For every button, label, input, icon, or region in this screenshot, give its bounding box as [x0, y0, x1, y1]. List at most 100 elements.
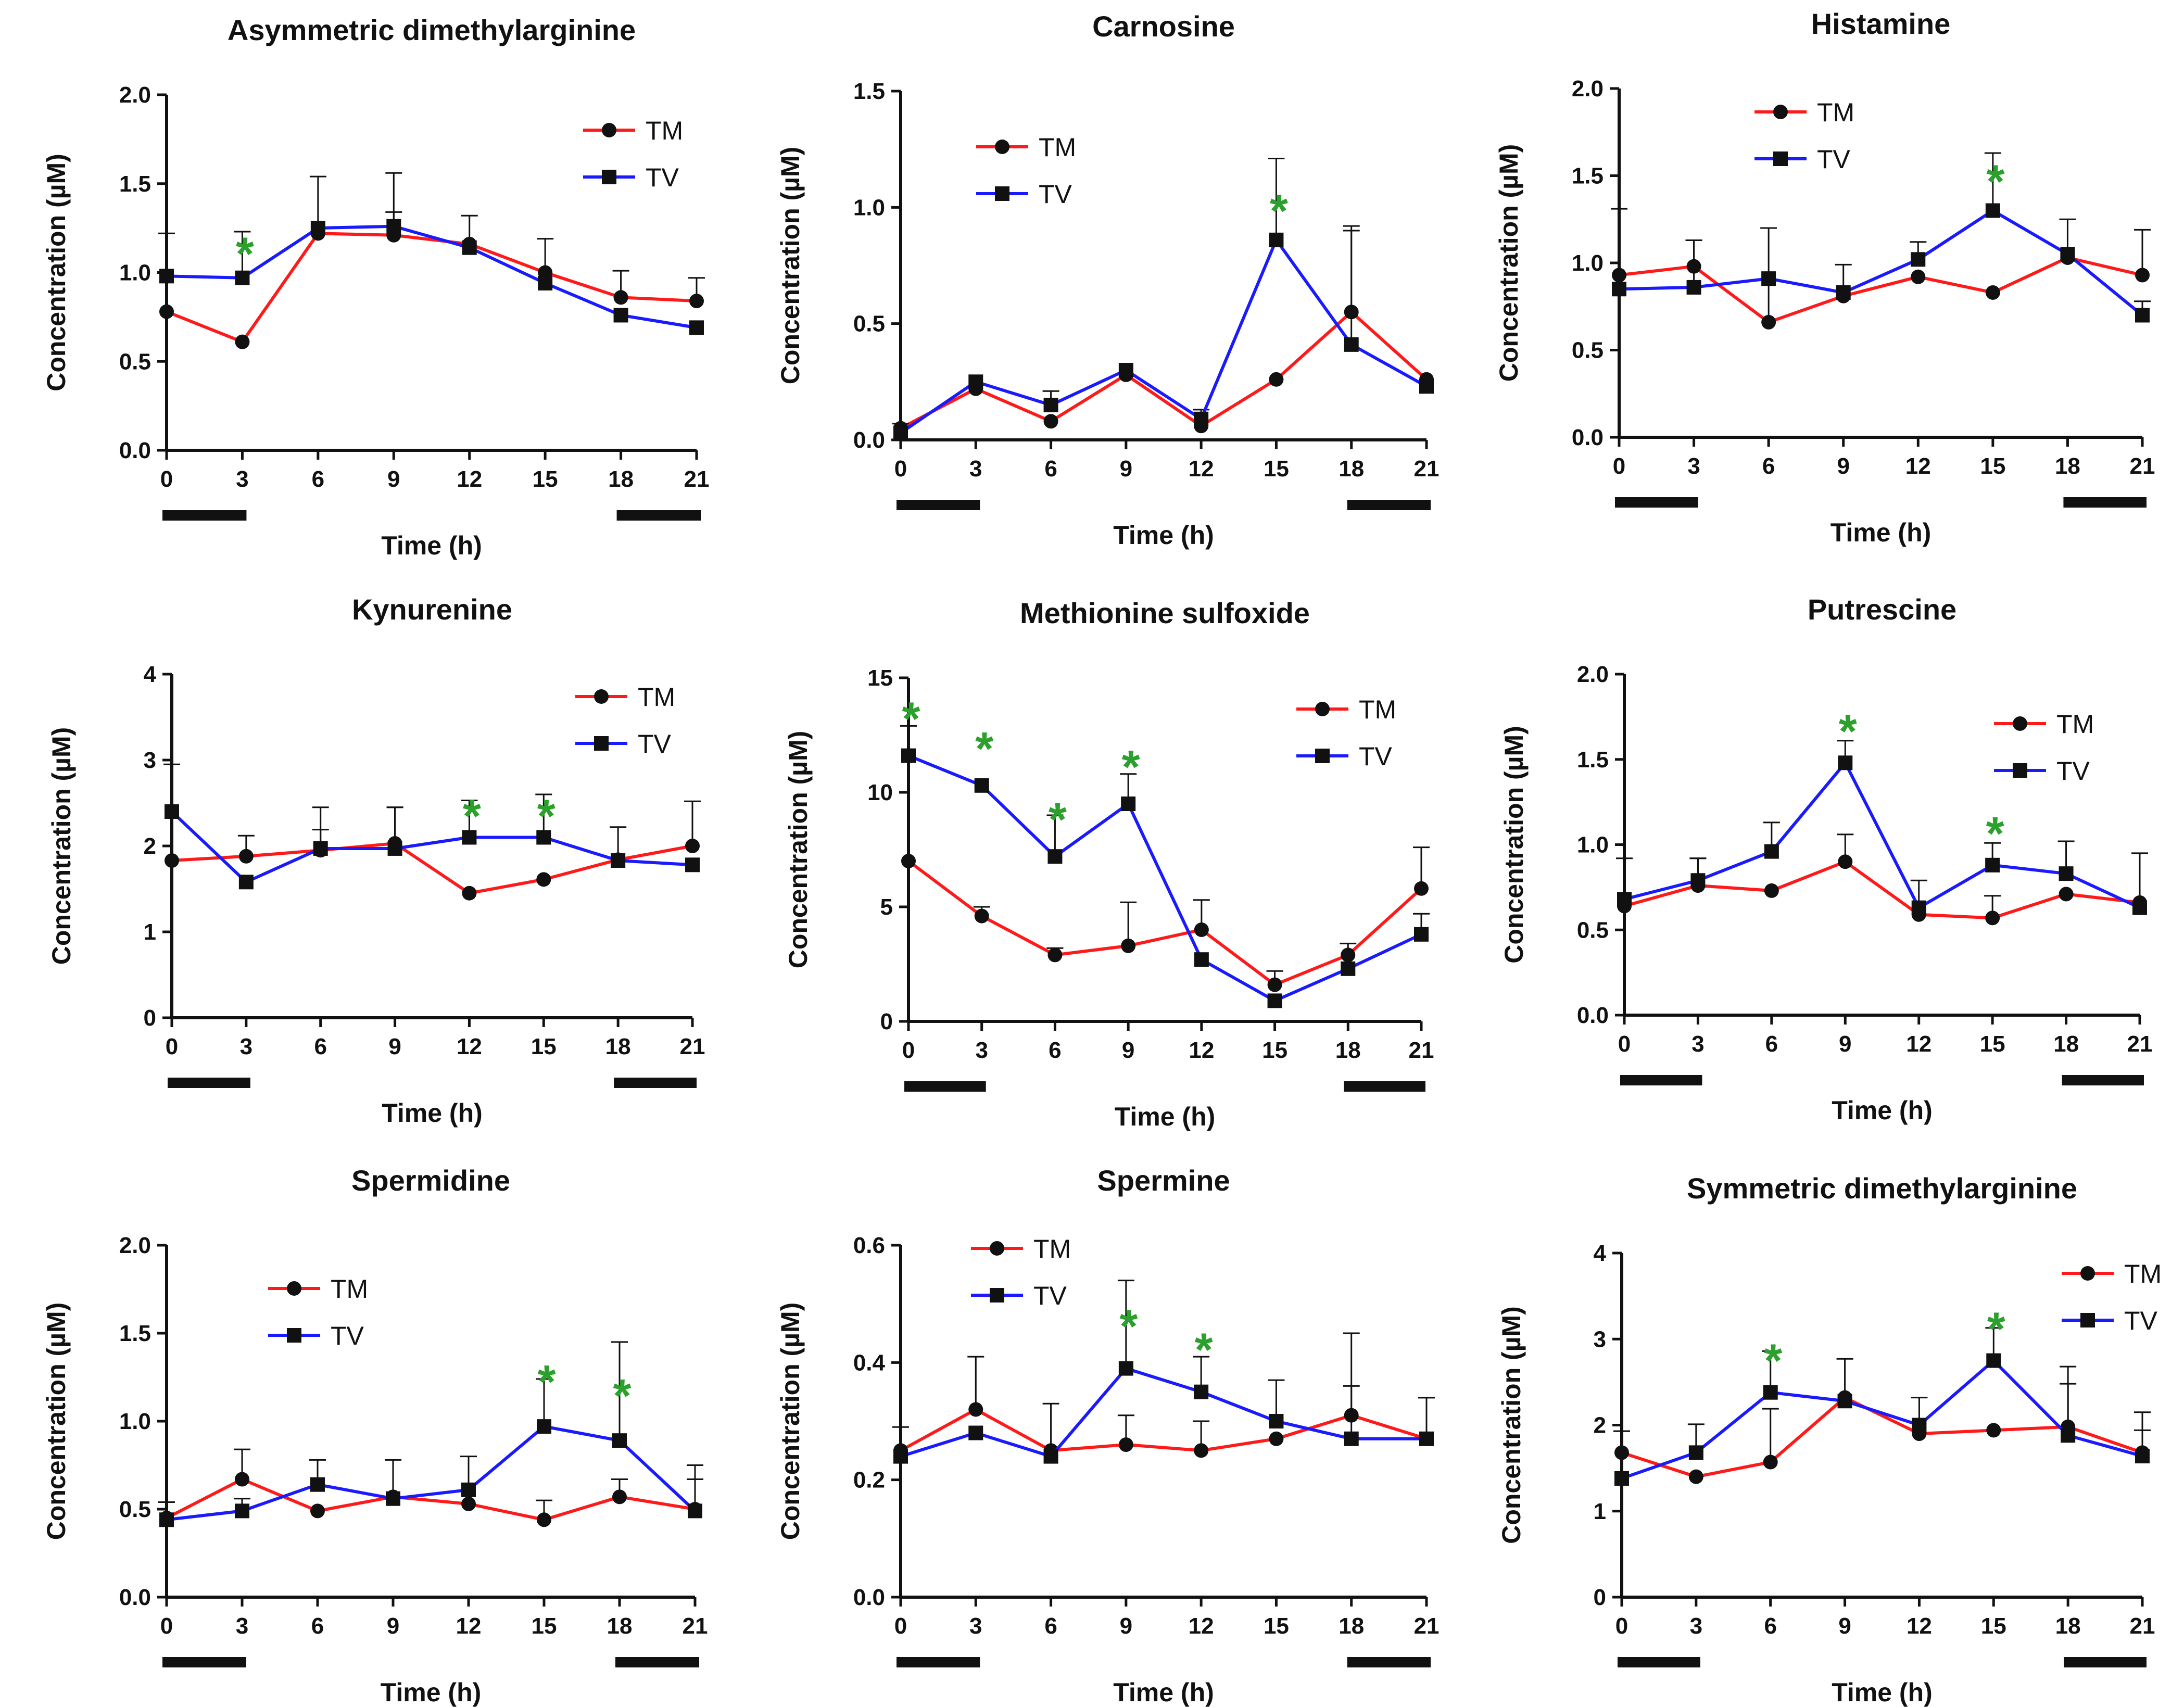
- data-point-TM: [1414, 881, 1429, 896]
- data-point-TM: [235, 334, 250, 349]
- y-tick-label: 1: [1594, 1499, 1606, 1524]
- legend-label-TM: TM: [1033, 1234, 1071, 1263]
- data-point-TV: [1686, 280, 1701, 295]
- data-point-TM: [901, 854, 916, 868]
- x-tick-label: 3: [1687, 453, 1700, 479]
- y-tick-label: 2.0: [1572, 76, 1604, 102]
- data-point-TV: [1043, 1449, 1058, 1464]
- series-line-TV: [900, 236, 1428, 435]
- y-axis-label: Concentration (µM): [47, 727, 76, 965]
- legend-marker-TV: [602, 170, 616, 184]
- y-tick-label: 4: [144, 662, 157, 687]
- legend-label-TV: TV: [1359, 742, 1393, 771]
- significance-asterisk: *: [1987, 1304, 2005, 1356]
- x-tick-label: 18: [2055, 1613, 2081, 1639]
- y-axis-label: Concentration (µM): [776, 147, 805, 385]
- data-point-TV: [1419, 1431, 1434, 1446]
- x-tick-label: 3: [969, 1613, 982, 1639]
- data-point-TM: [1269, 1431, 1284, 1446]
- data-point-TM: [461, 1496, 476, 1511]
- legend-marker-TM: [1773, 105, 1788, 119]
- series-TV: [163, 763, 700, 890]
- legend-marker-TV: [287, 1328, 301, 1343]
- data-point-TV: [613, 308, 628, 323]
- data-point-TV: [1121, 796, 1136, 811]
- series-line-TV: [1619, 208, 2143, 317]
- significance-asterisk: *: [975, 723, 993, 775]
- x-tick-label: 15: [1262, 1038, 1287, 1063]
- data-point-TM: [238, 849, 254, 864]
- series-line-TV: [907, 754, 1422, 1003]
- data-point-TV: [1194, 952, 1209, 967]
- y-axis-label: Concentration (µM): [42, 154, 71, 391]
- series-line-TM: [1621, 1396, 2143, 1478]
- data-point-TV: [387, 841, 402, 856]
- data-point-TV: [2132, 900, 2147, 915]
- data-point-TV: [1838, 755, 1853, 770]
- data-point-TV: [462, 240, 477, 255]
- legend-marker-TM: [2080, 1266, 2095, 1281]
- x-axis-label: Time (h): [381, 1678, 482, 1707]
- x-tick-label: 3: [1691, 1031, 1704, 1057]
- data-point-TV: [1194, 1384, 1209, 1399]
- x-tick-label: 18: [1335, 1038, 1361, 1063]
- data-point-TV: [1764, 844, 1779, 859]
- legend-label-TV: TV: [646, 163, 679, 192]
- y-tick-label: 1: [144, 919, 156, 945]
- data-point-TV: [1986, 1353, 2001, 1368]
- x-tick-label: 0: [1618, 1031, 1631, 1057]
- y-tick-label: 0.0: [119, 438, 151, 463]
- data-point-TV: [1690, 873, 1706, 888]
- x-tick-label: 6: [314, 1034, 326, 1059]
- data-point-TV: [1344, 1431, 1359, 1446]
- data-point-TM: [235, 1472, 249, 1487]
- dark-period-bar: [1620, 1075, 1702, 1085]
- series-line-TM: [900, 1408, 1427, 1452]
- x-tick-label: 18: [607, 1613, 633, 1639]
- data-point-TM: [1121, 938, 1136, 953]
- x-tick-label: 12: [457, 466, 482, 492]
- x-axis-label: Time (h): [1832, 1096, 1933, 1125]
- data-point-TM: [689, 294, 704, 309]
- dark-period-bar: [2063, 497, 2147, 508]
- data-point-TM: [968, 1402, 983, 1417]
- dark-period-bar: [614, 1078, 697, 1088]
- data-point-TV: [611, 853, 626, 868]
- y-tick-label: 1.5: [1572, 163, 1604, 189]
- x-tick-label: 3: [975, 1038, 988, 1063]
- x-tick-label: 0: [902, 1038, 915, 1063]
- data-point-TV: [1763, 1385, 1778, 1400]
- data-point-TV: [235, 1503, 249, 1519]
- series-TM: [1611, 208, 2151, 330]
- data-point-TM: [2059, 887, 2074, 902]
- legend-label-TM: TM: [1817, 98, 1854, 127]
- series-line-TV: [166, 224, 697, 330]
- x-tick-label: 9: [1122, 1038, 1134, 1063]
- chart-title: Asymmetric dimethylarginine: [228, 14, 636, 46]
- legend-marker-TM: [995, 140, 1009, 154]
- x-tick-label: 15: [532, 1613, 557, 1639]
- data-point-TV: [968, 374, 983, 389]
- legend-label-TM: TM: [646, 116, 683, 145]
- y-axis-label: Concentration (µM): [1499, 726, 1529, 964]
- series-line-TM: [900, 310, 1428, 430]
- significance-asterisk: *: [537, 791, 556, 843]
- chart-title: Methionine sulfoxide: [1020, 597, 1310, 629]
- significance-asterisk: *: [902, 693, 920, 745]
- data-point-TM: [974, 908, 989, 924]
- y-tick-label: 0: [880, 1009, 893, 1034]
- x-tick-label: 18: [1339, 456, 1364, 482]
- data-point-TV: [1612, 282, 1626, 297]
- data-point-TV: [1911, 900, 1926, 915]
- data-point-TV: [1341, 961, 1356, 976]
- data-point-TM: [159, 304, 174, 319]
- x-tick-label: 9: [388, 1034, 401, 1059]
- dark-period-bar: [1344, 1081, 1425, 1092]
- y-tick-label: 1.5: [1577, 747, 1609, 773]
- y-axis-label: Concentration (µM): [776, 1303, 805, 1540]
- series-line-TV: [170, 810, 693, 884]
- significance-asterisk: *: [1122, 741, 1140, 793]
- chart-title: Symmetric dimethylarginine: [1687, 1172, 2077, 1205]
- legend-label-TM: TM: [2124, 1259, 2162, 1288]
- data-point-TM: [310, 1503, 325, 1519]
